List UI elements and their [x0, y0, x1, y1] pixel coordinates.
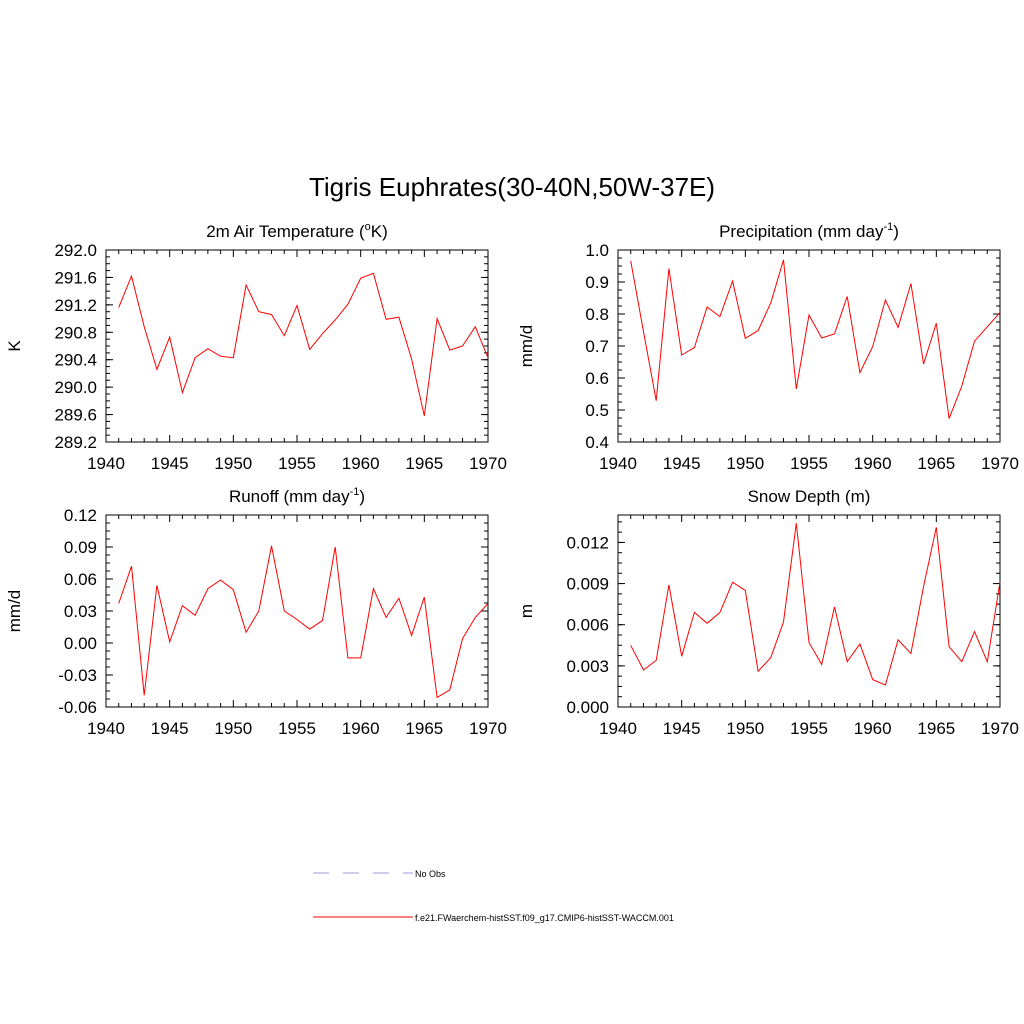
y-axis-label: mm/d: [5, 590, 24, 633]
y-tick-label: 0.8: [585, 305, 609, 324]
y-tick-label: 0.09: [64, 538, 97, 557]
y-tick-label: 289.2: [54, 433, 97, 452]
x-tick-label: 1950: [214, 454, 252, 473]
y-tick-label: 0.7: [585, 337, 609, 356]
y-tick-label: 1.0: [585, 241, 609, 260]
y-tick-label: -0.03: [58, 666, 97, 685]
y-tick-label: 0.006: [566, 616, 609, 635]
y-tick-label: 0.00: [64, 634, 97, 653]
x-tick-label: 1940: [599, 719, 637, 738]
figure-title: Tigris Euphrates(30-40N,50W-37E): [309, 172, 715, 202]
x-tick-label: 1965: [917, 454, 955, 473]
y-axis-label: m: [517, 604, 536, 618]
y-tick-label: 289.6: [54, 406, 97, 425]
x-tick-label: 1970: [469, 454, 507, 473]
x-tick-label: 1965: [405, 719, 443, 738]
x-tick-label: 1965: [917, 719, 955, 738]
plot-frame: [617, 249, 1001, 443]
y-tick-label: 290.8: [54, 323, 97, 342]
y-tick-label: 292.0: [54, 241, 97, 260]
x-tick-label: 1950: [726, 719, 764, 738]
x-tick-label: 1960: [854, 454, 892, 473]
y-tick-label: 0.003: [566, 657, 609, 676]
y-axis-label: mm/d: [517, 325, 536, 368]
x-tick-label: 1970: [981, 454, 1019, 473]
x-tick-label: 1955: [278, 454, 316, 473]
x-tick-label: 1945: [151, 454, 189, 473]
x-tick-label: 1965: [405, 454, 443, 473]
y-tick-label: 0.000: [566, 698, 609, 717]
y-tick-label: 0.012: [566, 533, 609, 552]
y-tick-label: 0.5: [585, 401, 609, 420]
panel-title: 2m Air Temperature (oK): [206, 221, 388, 241]
legend-label-no-obs: No Obs: [415, 869, 446, 879]
x-tick-label: 1945: [151, 719, 189, 738]
panel-snow-depth: Snow Depth (m) 1940 1945 1950 1955 1960 1965 19…: [517, 487, 1019, 738]
x-tick-label: 1940: [87, 454, 125, 473]
y-axis-label: K: [5, 340, 24, 352]
x-tick-label: 1960: [854, 719, 892, 738]
y-tick-label: 291.2: [54, 296, 97, 315]
legend: No Obs f.e21.FWaerchem-histSST.f09_g17.C…: [313, 869, 674, 923]
y-tick-label: 0.4: [585, 433, 609, 452]
y-tick-label: 290.0: [54, 378, 97, 397]
panel-air-temperature: 2m Air Temperature (oK) 1940 1945 1950 1955 1…: [5, 221, 507, 473]
x-tick-label: 1945: [663, 719, 701, 738]
y-tick-label: 0.12: [64, 506, 97, 525]
y-tick-label: 0.9: [585, 273, 609, 292]
x-tick-label: 1955: [790, 719, 828, 738]
panel-title: Precipitation (mm day-1): [719, 221, 899, 241]
panel-title: Runoff (mm day-1): [229, 486, 365, 506]
x-tick-label: 1970: [469, 719, 507, 738]
x-tick-label: 1940: [87, 719, 125, 738]
y-tick-label: 0.06: [64, 570, 97, 589]
x-tick-label: 1950: [214, 719, 252, 738]
x-tick-label: 1945: [663, 454, 701, 473]
series-line: [118, 545, 489, 699]
x-tick-label: 1960: [342, 454, 380, 473]
legend-label-model: f.e21.FWaerchem-histSST.f09_g17.CMIP6-hi…: [415, 913, 674, 923]
x-tick-label: 1960: [342, 719, 380, 738]
x-tick-label: 1955: [790, 454, 828, 473]
plot-frame: [105, 249, 489, 443]
x-tick-label: 1950: [726, 454, 764, 473]
panel-precipitation: Precipitation (mm day-1) 1940 1945 1950 1955…: [517, 221, 1019, 473]
x-tick-label: 1970: [981, 719, 1019, 738]
series-line: [118, 272, 489, 417]
y-tick-label: 290.4: [54, 351, 97, 370]
plot-frame: [105, 514, 489, 708]
y-tick-label: 0.03: [64, 602, 97, 621]
y-tick-label: 0.6: [585, 369, 609, 388]
y-tick-label: 0.009: [566, 575, 609, 594]
x-tick-label: 1955: [278, 719, 316, 738]
series-line: [630, 523, 1001, 686]
y-tick-label: 291.6: [54, 268, 97, 287]
y-tick-label: -0.06: [58, 698, 97, 717]
x-tick-label: 1940: [599, 454, 637, 473]
panel-runoff: Runoff (mm day-1) 1940 1945 1950 1955 1960 196…: [5, 486, 507, 738]
plot-frame: [617, 514, 1001, 708]
series-line: [630, 259, 1001, 419]
panel-title: Snow Depth (m): [748, 487, 871, 506]
